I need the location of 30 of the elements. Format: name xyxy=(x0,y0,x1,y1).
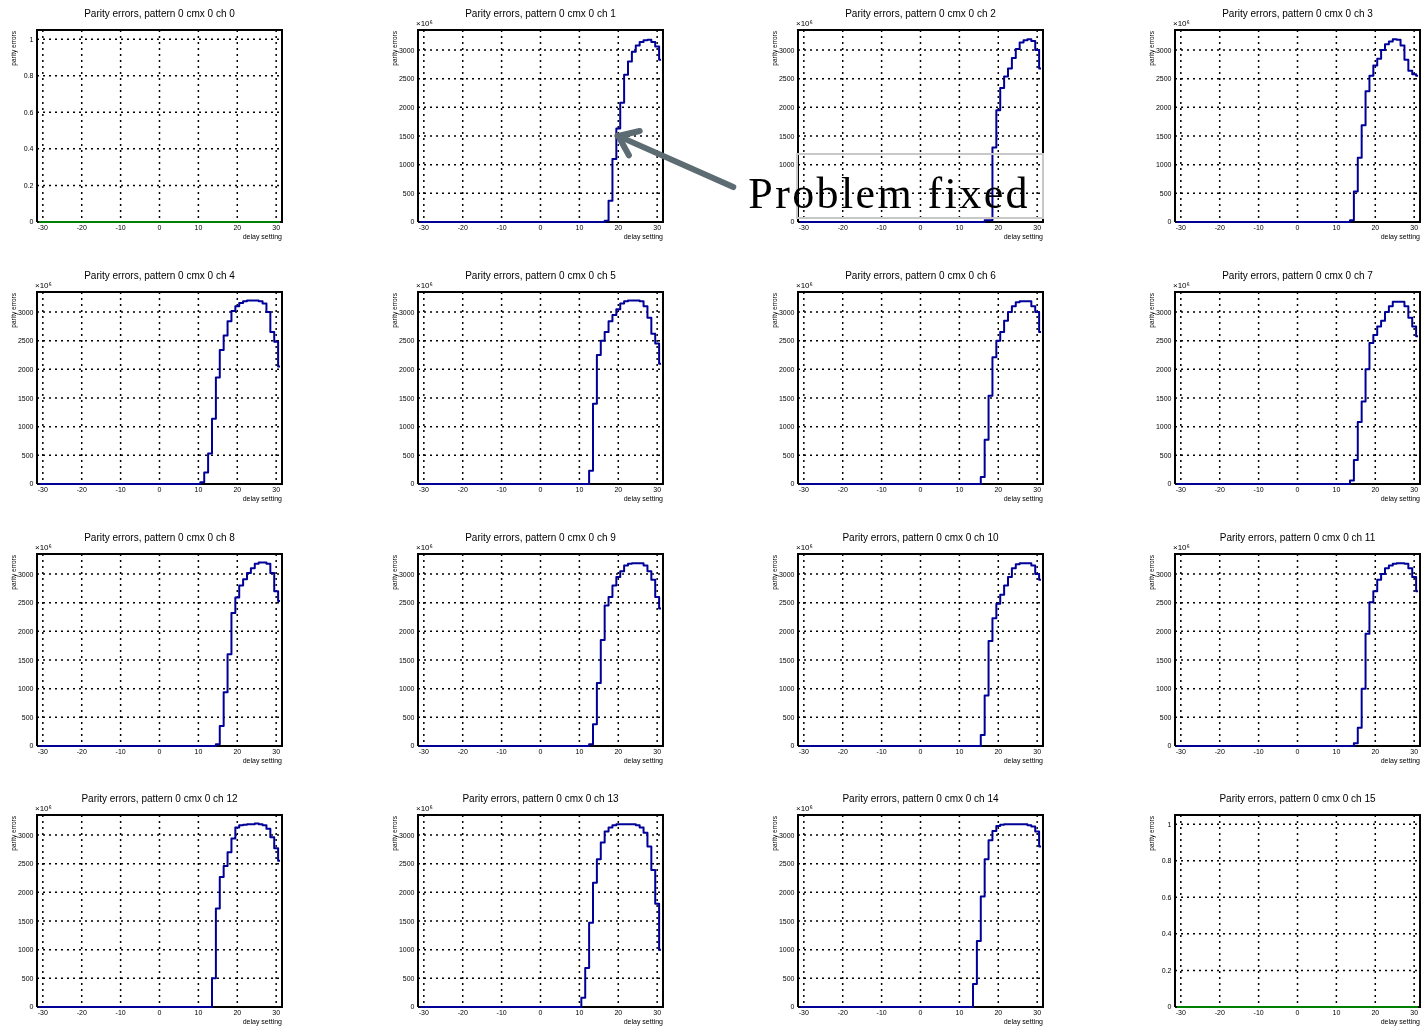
chart-title: Parity errors, pattern 0 cmx 0 ch 10 xyxy=(841,532,1000,544)
chart-title: Parity errors, pattern 0 cmx 0 ch 7 xyxy=(1221,270,1374,282)
text: ×10⁶ xyxy=(416,281,433,290)
chart-title: Parity errors, pattern 0 cmx 0 ch 3 xyxy=(1221,8,1374,20)
text: ×10⁶ xyxy=(416,543,433,552)
text: ×10⁶ xyxy=(796,543,813,552)
chart-title: Parity errors, pattern 0 cmx 0 ch 6 xyxy=(844,270,997,282)
text: ×10⁶ xyxy=(35,543,52,552)
text: ×10⁶ xyxy=(35,804,52,813)
chart-title: Parity errors, pattern 0 cmx 0 ch 4 xyxy=(83,270,236,282)
text: ×10⁶ xyxy=(796,804,813,813)
text: ×10⁶ xyxy=(796,19,813,28)
text: ×10⁶ xyxy=(416,19,433,28)
chart-title: Parity errors, pattern 0 cmx 0 ch 12 xyxy=(80,793,239,805)
chart-title: Parity errors, pattern 0 cmx 0 ch 9 xyxy=(464,532,617,544)
text: ×10⁶ xyxy=(1173,281,1190,290)
chart-title: Parity errors, pattern 0 cmx 0 ch 0 xyxy=(83,8,236,20)
chart-title: Parity errors, pattern 0 cmx 0 ch 8 xyxy=(83,532,236,544)
text: ×10⁶ xyxy=(1173,19,1190,28)
chart-title: Parity errors, pattern 0 cmx 0 ch 5 xyxy=(464,270,617,282)
chart-title: Parity errors, pattern 0 cmx 0 ch 2 xyxy=(844,8,997,20)
chart-title: Parity errors, pattern 0 cmx 0 ch 13 xyxy=(461,793,620,805)
text: ×10⁶ xyxy=(35,281,52,290)
text: ×10⁶ xyxy=(796,281,813,290)
text: ×10⁶ xyxy=(416,804,433,813)
text: ×10⁶ xyxy=(1173,543,1190,552)
chart-title: Parity errors, pattern 0 cmx 0 ch 1 xyxy=(464,8,617,20)
chart-title: Parity errors, pattern 0 cmx 0 ch 14 xyxy=(841,793,1000,805)
chart-title: Parity errors, pattern 0 cmx 0 ch 15 xyxy=(1218,793,1377,805)
chart-title: Parity errors, pattern 0 cmx 0 ch 11 xyxy=(1218,532,1377,544)
